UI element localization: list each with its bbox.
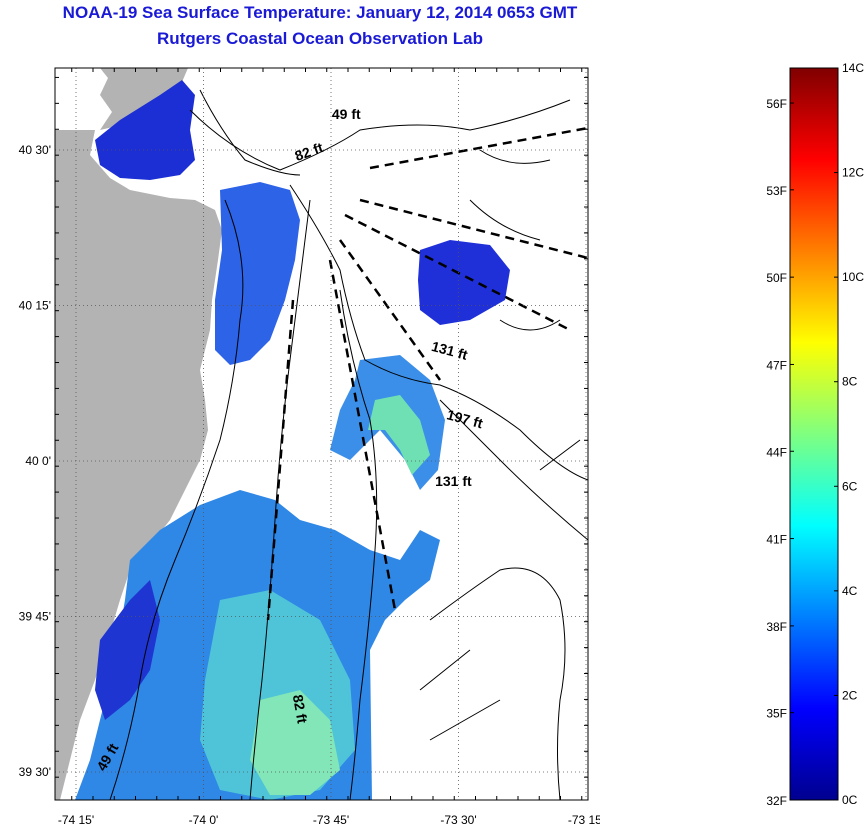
graticule [55, 68, 588, 800]
colorbar-f-label: 38F [766, 620, 787, 634]
lon-tick-label: -73 45' [313, 813, 349, 827]
latitude-axis: 40 30' 40 15' 40 0' 39 45' 39 30' [19, 143, 51, 779]
colorbar-c-label: 2C [842, 688, 858, 702]
colorbar-c-label: 12C [842, 166, 864, 180]
isobath-contours [109, 89, 588, 800]
lat-tick-label: 40 0' [25, 454, 51, 468]
lane-line [344, 213, 571, 332]
contour-line [289, 184, 588, 481]
map-frame [54, 67, 589, 801]
depth-contour-label: 49 ft [332, 106, 361, 122]
sst-patch-coast-cold [95, 580, 160, 720]
lon-tick-label: -74 0' [189, 813, 219, 827]
map-subtitle: Rutgers Coastal Ocean Observation Lab [157, 29, 483, 48]
sst-patch-hudson-warm [368, 395, 430, 475]
contour-line [109, 199, 244, 800]
sst-patch-south-warmest [250, 690, 340, 795]
depth-contour-label: 82 ft [290, 693, 311, 724]
colorbar-c-label: 0C [842, 793, 858, 807]
depth-contour-label: 131 ft [435, 473, 472, 489]
shipping-lanes [266, 126, 588, 621]
map-title: NOAA-19 Sea Surface Temperature: January… [62, 3, 578, 22]
contour-line [339, 289, 378, 800]
lat-tick-label: 39 45' [19, 610, 51, 624]
contour-line [429, 567, 566, 800]
lon-tick-label: -74 15' [58, 813, 94, 827]
longitude-axis: -74 15' -74 0' -73 45' -73 30' -73 15' [58, 813, 600, 827]
colorbar-f-label: 35F [766, 707, 787, 721]
colorbar-fahrenheit-labels: 56F 53F 50F 47F 44F 41F 38F 35F 32F [766, 97, 794, 808]
colorbar-c-label: 8C [842, 375, 858, 389]
colorbar-c-label: 14C [842, 61, 864, 75]
colorbar-gradient [789, 67, 839, 801]
colorbar-c-label: 6C [842, 479, 858, 493]
lane-line [369, 126, 588, 170]
contour-line [199, 89, 301, 176]
colorbar-f-label: 53F [766, 184, 787, 198]
lon-tick-label: -73 30' [440, 813, 476, 827]
colorbar-f-label: 32F [766, 794, 787, 808]
contour-line [419, 439, 581, 741]
sst-patch-raritan-bay [95, 80, 195, 180]
contour-line [249, 199, 311, 800]
colorbar-f-label: 44F [766, 445, 787, 459]
sst-data-layer [75, 80, 510, 800]
colorbar-c-label: 10C [842, 270, 864, 284]
temperature-colorbar: 56F 53F 50F 47F 44F 41F 38F 35F 32F 14C 12C 10C 8C 6… [766, 61, 864, 808]
lat-tick-label: 40 15' [19, 299, 51, 313]
lat-tick-label: 40 30' [19, 143, 51, 157]
contour-line [469, 149, 561, 331]
colorbar-celsius-labels: 14C 12C 10C 8C 6C 4C 2C 0C [834, 61, 864, 807]
lon-tick-label: -73 15' [568, 813, 600, 827]
frame-ticks [55, 68, 588, 800]
sst-patch-north-coast [215, 182, 300, 365]
colorbar-f-label: 47F [766, 358, 787, 372]
lane-line [338, 239, 442, 381]
lat-tick-label: 39 30' [19, 765, 51, 779]
colorbar-c-label: 4C [842, 584, 858, 598]
lane-line [266, 299, 295, 621]
contour-line [189, 99, 571, 171]
sst-patch-offshore-ne [418, 240, 510, 325]
land-new-jersey [55, 68, 222, 800]
colorbar-f-label: 41F [766, 533, 787, 547]
contour-line [439, 399, 588, 541]
colorbar-f-label: 50F [766, 271, 787, 285]
lane-line [359, 198, 588, 260]
colorbar-f-label: 56F [766, 97, 787, 111]
